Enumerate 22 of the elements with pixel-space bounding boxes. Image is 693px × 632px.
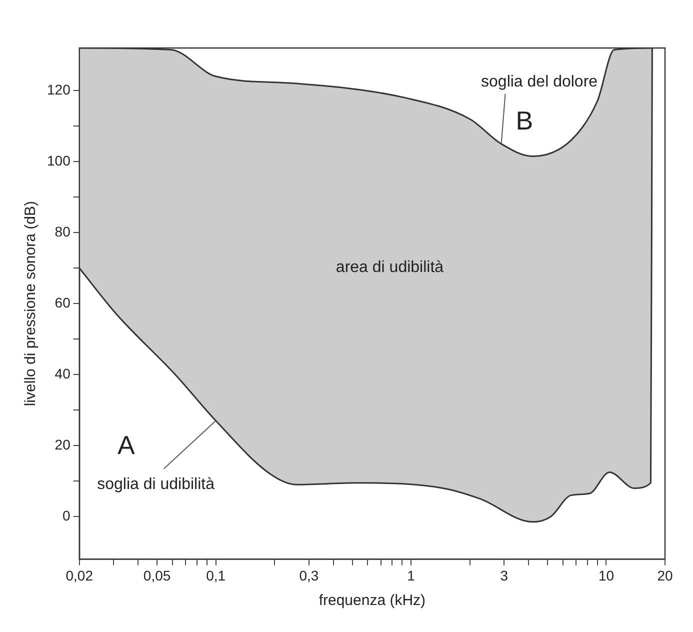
x-tick-label: 1 [407,567,416,584]
x-tick-label: 0,02 [66,567,94,584]
y-tick-label: 20 [54,436,71,452]
y-tick-label: 60 [54,294,71,310]
annotation: area di udibilità [336,259,444,276]
x-tick-label: 3 [500,567,508,584]
x-tick-label: 20 [657,567,673,584]
y-axis-title: livello di pressione sonora (dB) [22,201,40,406]
y-tick-label: 0 [62,507,71,524]
x-tick-label: 10 [598,567,614,584]
annotation: B [516,105,534,136]
annotation: soglia del dolore [481,73,598,90]
annotation: A [118,430,136,460]
y-tick-label: 120 [47,81,71,98]
annotation: soglia di udibilità [97,476,215,494]
y-tick-label: 40 [54,365,71,382]
x-tick-label: 0,05 [143,567,171,584]
y-tick-label: 80 [54,223,71,240]
x-axis-title: frequenza (kHz) [318,592,426,610]
x-tick-label: 0,1 [206,567,226,584]
x-tick-label: 0,3 [299,567,319,584]
y-tick-label: 100 [47,152,71,168]
